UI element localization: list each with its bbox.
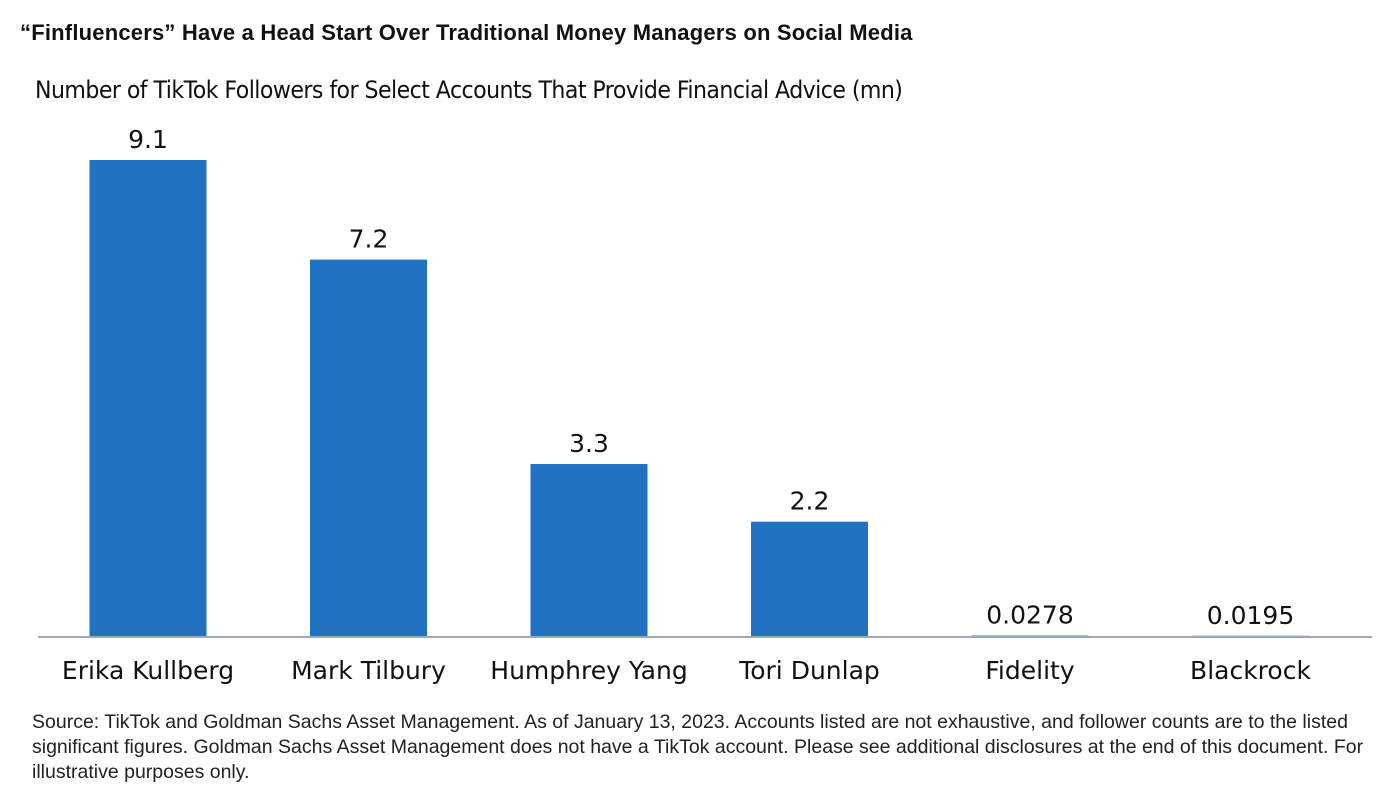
- bar-value-label: 0.0278: [986, 601, 1073, 630]
- bar-value-label: 3.3: [569, 429, 609, 458]
- category-label: Tori Dunlap: [738, 656, 880, 685]
- bar-value-label: 9.1: [128, 125, 168, 154]
- bar-erika-kullberg: [89, 160, 207, 637]
- source-note: Source: TikTok and Goldman Sachs Asset M…: [32, 711, 1364, 783]
- figure-title: “Finfluencers” Have a Head Start Over Tr…: [20, 20, 913, 45]
- category-label: Blackrock: [1190, 656, 1311, 685]
- labels-layer: 9.1 Erika Kullberg 7.2 Mark Tilbury 3.3 Humph…: [62, 125, 1312, 685]
- bars-layer: [89, 160, 1309, 637]
- bar-value-label: 2.2: [790, 487, 830, 516]
- bar-value-label: 7.2: [349, 225, 389, 254]
- category-label: Erika Kullberg: [62, 656, 234, 685]
- bar-mark-tilbury: [310, 259, 427, 637]
- bar-chart: 9.1 Erika Kullberg 7.2 Mark Tilbury 3.3 Humph…: [38, 125, 1372, 685]
- bar-tori-dunlap: [751, 521, 868, 637]
- category-label: Humphrey Yang: [490, 656, 687, 685]
- bar-humphrey-yang: [530, 464, 648, 637]
- category-label: Mark Tilbury: [291, 656, 446, 685]
- chart-title: Number of TikTok Followers for Select Ac…: [35, 76, 903, 104]
- bar-value-label: 0.0195: [1207, 601, 1294, 630]
- category-label: Fidelity: [985, 656, 1074, 685]
